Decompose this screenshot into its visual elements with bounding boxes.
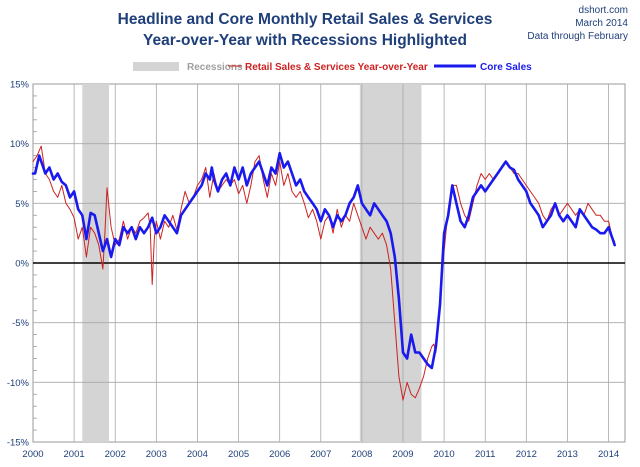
y-tick-label: 5% [15, 199, 29, 210]
x-tick-label: 2007 [310, 449, 331, 460]
x-tick-label: 2012 [516, 449, 537, 460]
x-tick-label: 2014 [598, 449, 619, 460]
legend-label-headline: Retail Sales & Services Year-over-Year [245, 62, 428, 73]
source-line-3: Data through February [527, 31, 628, 42]
y-tick-label: -10% [7, 378, 30, 389]
chart-title: Headline and Core Monthly Retail Sales &… [118, 11, 493, 28]
y-axis-tick-labels: 15% 10% 5% 0% -5% -10% -15% [7, 80, 30, 449]
y-tick-label: 10% [10, 139, 30, 150]
source-line-2: March 2014 [575, 18, 628, 29]
x-tick-label: 2013 [557, 449, 578, 460]
y-tick-label: 0% [15, 259, 29, 270]
x-tick-label: 2002 [105, 449, 126, 460]
x-tick-label: 2006 [269, 449, 290, 460]
legend: Recessions Retail Sales & Services Year-… [133, 62, 532, 73]
x-tick-label: 2000 [22, 449, 43, 460]
x-tick-label: 2001 [64, 449, 85, 460]
x-tick-label: 2003 [146, 449, 167, 460]
x-tick-label: 2009 [392, 449, 413, 460]
legend-label-core: Core Sales [480, 62, 532, 73]
core-series-line [31, 151, 616, 370]
x-tick-label: 2010 [434, 449, 455, 460]
x-tick-label: 2005 [228, 449, 249, 460]
x-tick-label: 2004 [187, 449, 208, 460]
series-lines [31, 145, 616, 401]
y-tick-label: -5% [12, 318, 29, 329]
x-tick-label: 2011 [475, 449, 495, 460]
plot-area [31, 83, 626, 443]
x-tick-label: 2008 [351, 449, 372, 460]
legend-label-recessions: Recessions [187, 62, 243, 73]
legend-swatch-recessions [133, 62, 179, 71]
source-line-1: dshort.com [579, 5, 628, 16]
x-axis-tick-labels: 2000 2001 2002 2003 2004 2005 2006 2007 … [22, 449, 619, 460]
y-tick-label: -15% [7, 438, 30, 449]
y-tick-label: 15% [10, 80, 30, 91]
chart-subtitle: Year-over-Year with Recessions Highlight… [143, 32, 467, 49]
